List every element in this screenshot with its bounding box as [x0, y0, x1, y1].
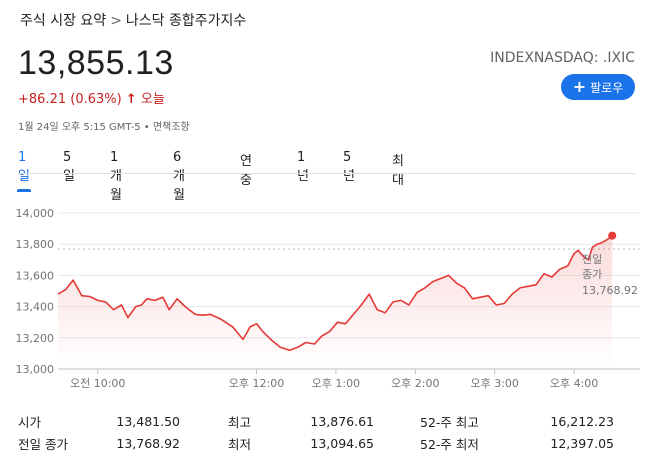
x-tick-label: 오전 10:00: [70, 377, 125, 390]
stat-value: 13,768.92: [116, 435, 180, 451]
stat-label: 전일 종가: [18, 436, 68, 452]
tab-1[interactable]: 5일: [63, 150, 75, 184]
stats-row: 전일 종가 13,768.92 최저 13,094.65 52-주 최저 12,397.0…: [18, 432, 635, 454]
previous-close-label: 종가: [582, 268, 602, 281]
stat-value: 13,876.61: [310, 413, 374, 429]
y-tick-label: 13,200: [16, 332, 55, 345]
ticker-symbol: INDEXNASDAQ: .IXIC: [490, 50, 635, 66]
quote-timestamp: 1월 24일 오후 5:15 GMT-5 • 면책조항: [18, 122, 190, 133]
previous-close-label: 전일: [582, 252, 602, 266]
price-change-value: +86.21 (0.63%): [18, 92, 122, 107]
stat-value: 12,397.05: [550, 435, 614, 451]
previous-close-value: 13,768.92: [582, 284, 638, 297]
stats-row: 시가 13,481.50 최고 13,876.61 52-주 최고 16,212.23: [18, 410, 635, 432]
arrow-up-icon: ↑: [125, 92, 137, 107]
x-tick-label: 오후 3:00: [470, 377, 518, 390]
follow-button[interactable]: + 팔로우: [561, 74, 635, 100]
tab-6[interactable]: 5년: [343, 150, 355, 184]
breadcrumb: 주식 시장 요약 > 나스닥 종합주가지수: [20, 10, 246, 30]
x-tick-label: 오후 12:00: [229, 377, 284, 390]
stat-value: 13,094.65: [310, 435, 374, 451]
tab-2[interactable]: 1개월: [110, 150, 122, 203]
breadcrumb-separator: >: [110, 13, 122, 29]
stat-label: 최고: [228, 414, 252, 430]
current-price: 13,855.13: [18, 44, 174, 82]
stat-label: 시가: [18, 414, 42, 430]
stat-label: 52-주 최저: [420, 436, 479, 452]
tabs-divider: [18, 173, 635, 174]
y-tick-label: 13,800: [16, 238, 55, 251]
x-tick-label: 오후 4:00: [550, 377, 598, 390]
tab-0[interactable]: 1일: [17, 150, 31, 192]
y-tick-label: 13,400: [16, 301, 55, 314]
price-area: [58, 235, 613, 369]
breadcrumb-current: 나스닥 종합주가지수: [125, 13, 247, 29]
price-chart: 14,000 13,800 13,600 13,400 13,200 13,000 오전 1…: [16, 207, 640, 390]
stat-value: 13,481.50: [116, 413, 180, 429]
follow-button-label: 팔로우: [590, 80, 624, 95]
y-tick-label: 14,000: [16, 207, 55, 220]
y-tick-label: 13,000: [16, 363, 55, 376]
tab-3[interactable]: 6개월: [173, 150, 185, 203]
change-period: 오늘: [140, 92, 165, 107]
x-tick-label: 오후 2:00: [391, 377, 439, 390]
price-change: +86.21 (0.63%) ↑ 오늘: [18, 88, 165, 107]
tab-5[interactable]: 1년: [297, 150, 309, 184]
stats-table: 시가 13,481.50 최고 13,876.61 52-주 최고 16,212.23 전일…: [18, 410, 635, 454]
breadcrumb-parent-link[interactable]: 주식 시장 요약: [20, 13, 107, 29]
stat-label: 52-주 최고: [420, 414, 479, 430]
y-tick-label: 13,600: [16, 269, 55, 282]
plus-icon: +: [572, 77, 587, 96]
last-price-dot: [608, 231, 617, 240]
stat-value: 16,212.23: [550, 413, 614, 429]
x-tick-label: 오후 1:00: [312, 377, 360, 390]
tab-4[interactable]: 연중: [240, 154, 252, 188]
tab-7[interactable]: 최대: [392, 154, 404, 188]
price-line: [57, 234, 613, 352]
stat-label: 최저: [228, 436, 252, 452]
